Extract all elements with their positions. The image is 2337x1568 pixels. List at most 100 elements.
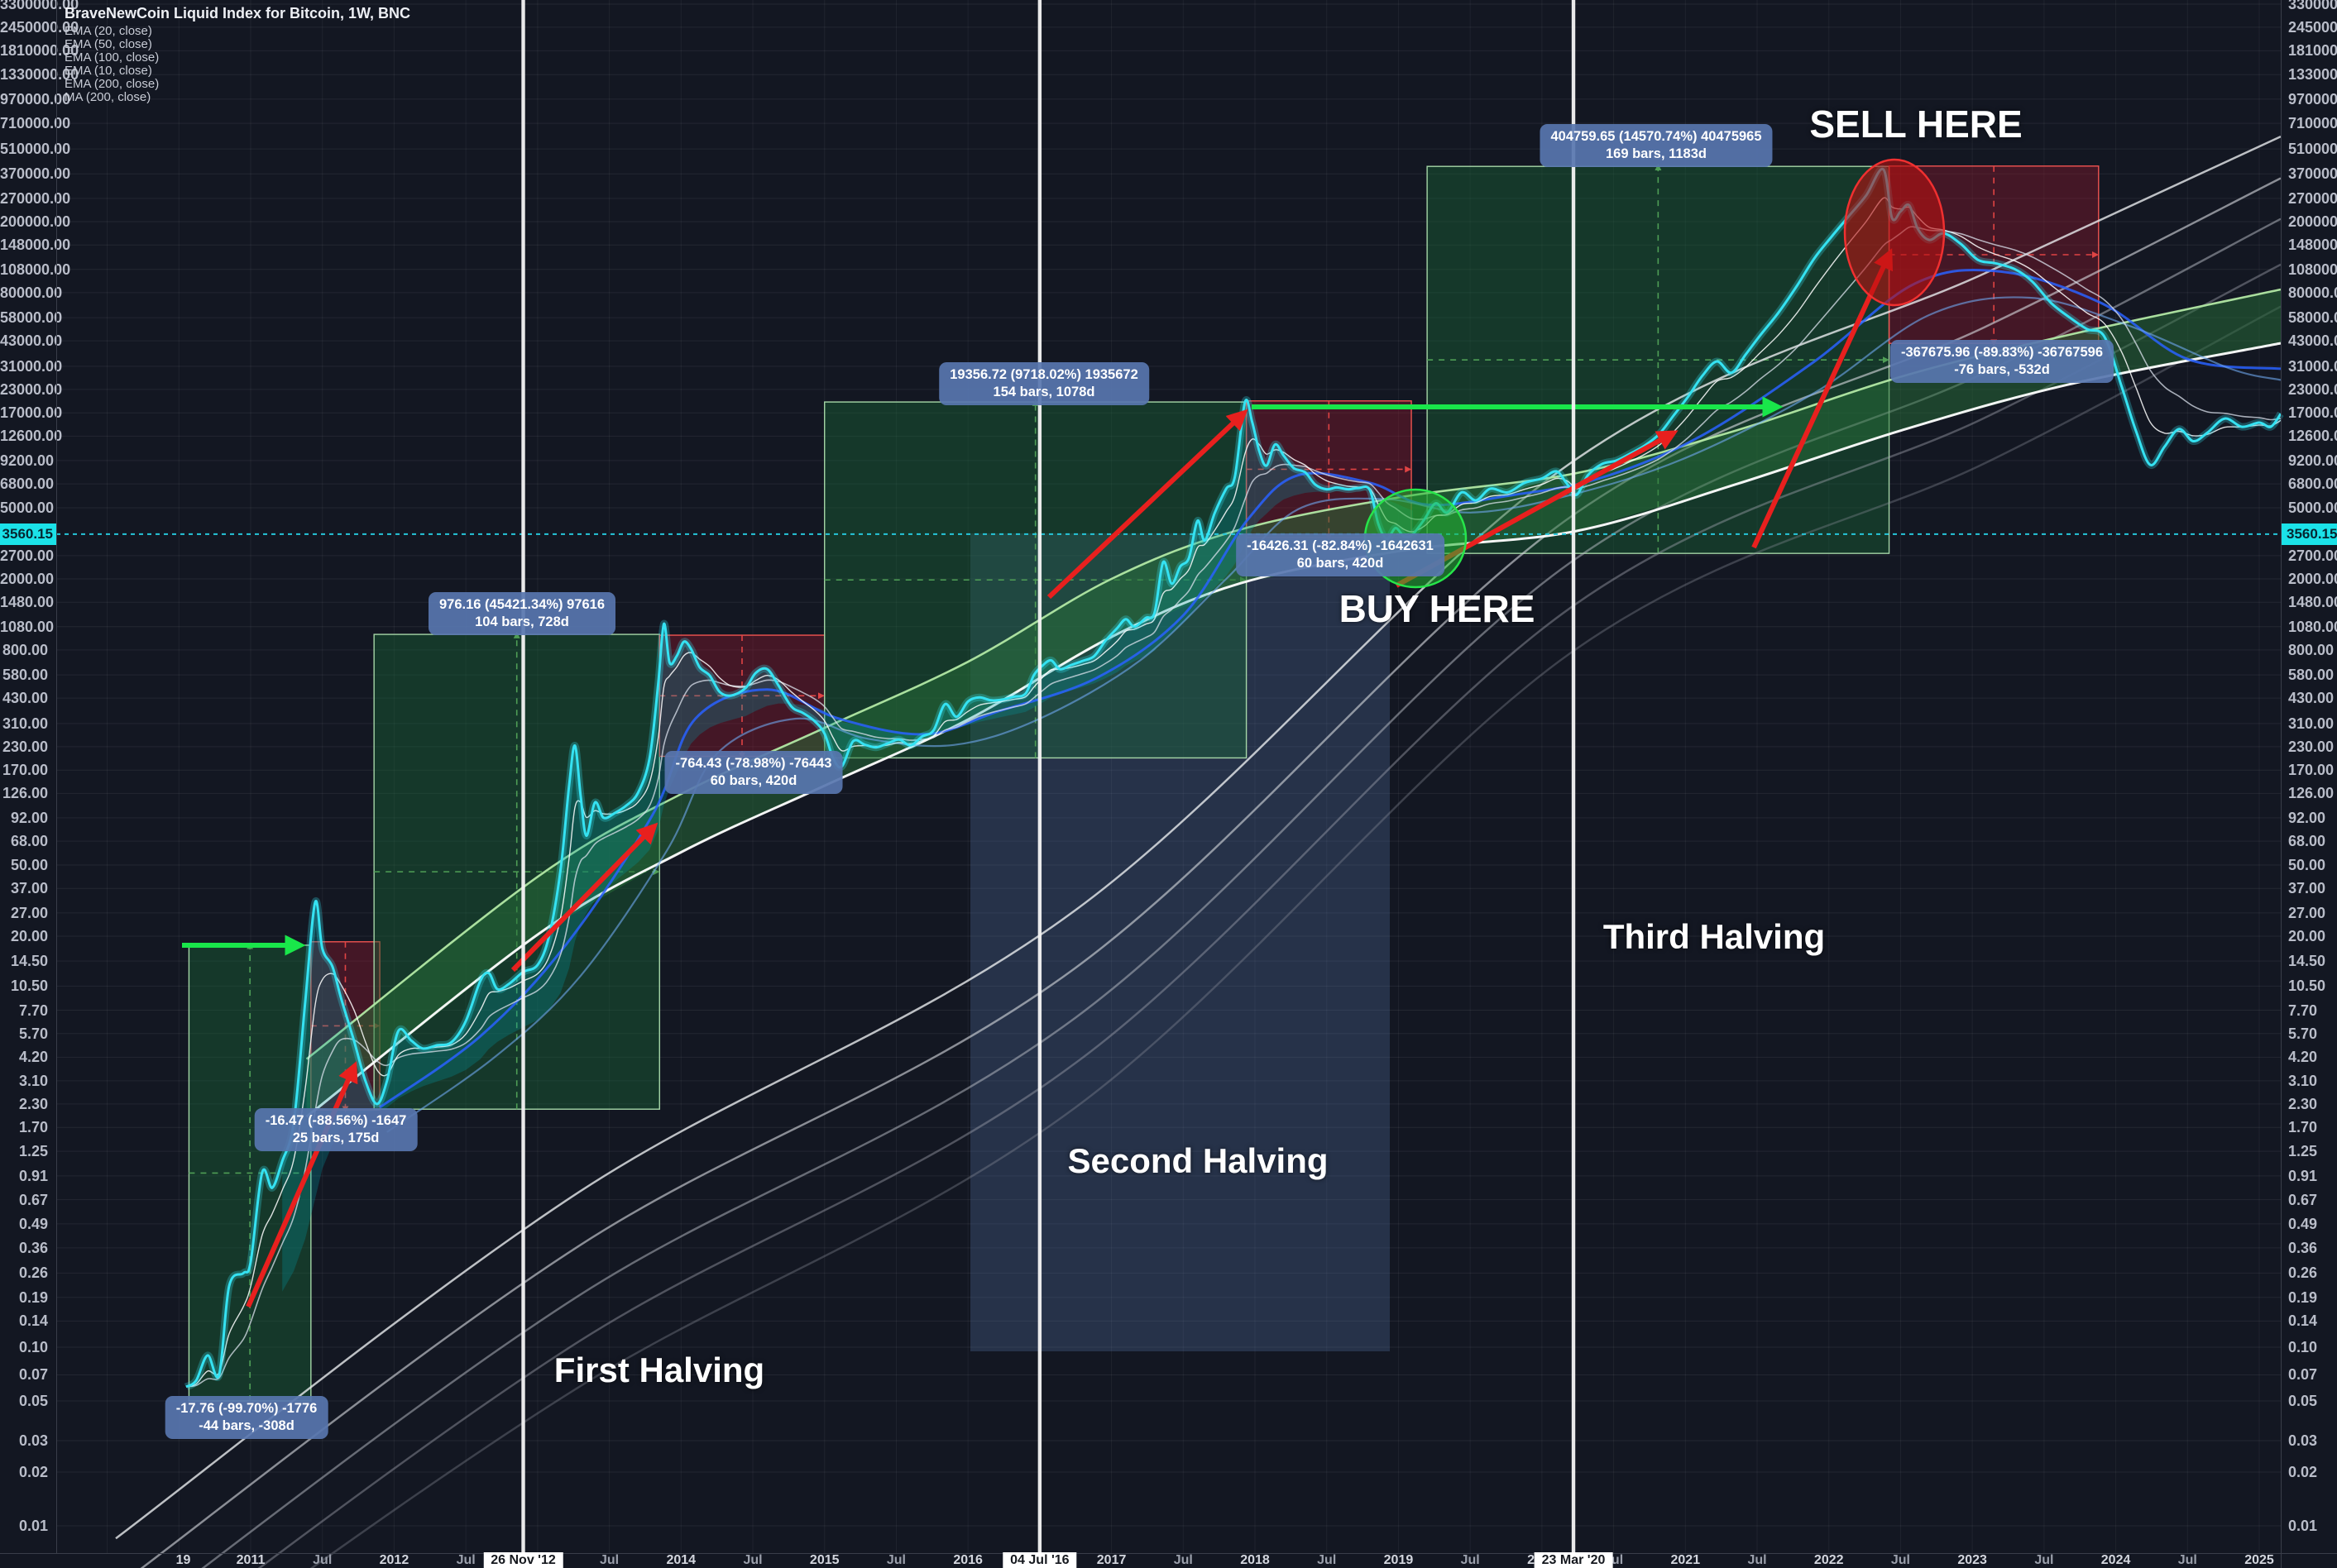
y-axis-label[interactable]: 370000.00: [0, 165, 71, 183]
y-axis-label[interactable]: 170.00: [2, 762, 48, 779]
y-axis-label[interactable]: 2000.00: [0, 570, 55, 587]
y-axis-label[interactable]: 37.00: [10, 880, 48, 897]
x-axis-label[interactable]: 2015: [809, 1553, 840, 1567]
y-axis-label[interactable]: 800.00: [2288, 641, 2335, 658]
y-axis-label[interactable]: 31000.00: [0, 357, 63, 375]
x-axis-label[interactable]: 2025: [2244, 1553, 2274, 1567]
y-axis-label[interactable]: 0.26: [18, 1264, 48, 1282]
measure-label[interactable]: -764.43 (-78.98%) -76443 60 bars, 420d: [664, 751, 843, 794]
y-axis-label[interactable]: 0.36: [2288, 1239, 2318, 1256]
x-axis-label[interactable]: Jul: [1747, 1553, 1767, 1567]
y-axis-label[interactable]: 170.00: [2288, 762, 2335, 779]
y-axis-label[interactable]: 710000.00: [0, 115, 71, 132]
y-axis-label[interactable]: 310.00: [2, 715, 48, 732]
y-axis-label[interactable]: 0.67: [2288, 1191, 2318, 1208]
y-axis-label[interactable]: 23000.00: [2288, 380, 2337, 398]
price-line[interactable]: [185, 167, 2282, 1389]
y-axis-label[interactable]: 27.00: [10, 904, 48, 921]
y-axis-label[interactable]: 0.05: [18, 1393, 48, 1410]
y-axis-label[interactable]: 0.01: [18, 1517, 48, 1534]
y-axis-label[interactable]: 10.50: [10, 978, 48, 995]
y-axis-label[interactable]: 14.50: [2288, 953, 2326, 970]
y-axis-label[interactable]: 80000.00: [0, 284, 63, 301]
x-axis-label[interactable]: Jul: [1317, 1553, 1337, 1567]
y-axis-label[interactable]: 14.50: [10, 953, 48, 970]
annotation-first-halving[interactable]: First Halving: [553, 1350, 765, 1389]
y-axis-label[interactable]: 4.20: [2288, 1049, 2318, 1066]
y-axis-label[interactable]: 68.00: [10, 833, 48, 850]
x-axis-label[interactable]: 2011: [236, 1553, 266, 1567]
y-axis-label[interactable]: 0.03: [18, 1432, 48, 1449]
y-axis-label[interactable]: 20.00: [2288, 927, 2326, 944]
y-axis-label[interactable]: 1080.00: [0, 618, 55, 635]
x-axis-label[interactable]: Jul: [1460, 1553, 1480, 1567]
y-axis-label[interactable]: 510000.00: [2288, 141, 2337, 158]
x-axis-label[interactable]: Jul: [2177, 1553, 2197, 1567]
indicator-legend-row[interactable]: MA (200, close): [65, 90, 151, 104]
y-axis-label[interactable]: 0.10: [2288, 1338, 2318, 1355]
y-axis-label[interactable]: 7.70: [2288, 1002, 2318, 1019]
y-axis-label[interactable]: 1330000.00: [0, 66, 79, 84]
measure-label[interactable]: -367675.96 (-89.83%) -36767596 -76 bars, …: [1889, 340, 2114, 383]
annotation-buy-here[interactable]: BUY HERE: [1339, 587, 1535, 630]
y-axis-label[interactable]: 580.00: [2288, 667, 2335, 684]
y-axis-label[interactable]: 3.10: [2288, 1072, 2318, 1089]
y-axis-label[interactable]: 0.02: [18, 1463, 48, 1480]
y-axis-label[interactable]: 1480.00: [0, 594, 55, 611]
y-axis-label[interactable]: 0.26: [2288, 1264, 2318, 1282]
y-axis-label[interactable]: 230.00: [2, 738, 48, 755]
y-axis-label[interactable]: 970000.00: [0, 90, 71, 108]
x-axis-label[interactable]: Jul: [313, 1553, 333, 1567]
trend-arrow-red[interactable]: [510, 822, 658, 973]
y-axis-label[interactable]: 430.00: [2288, 690, 2335, 707]
y-axis-label[interactable]: 0.05: [2288, 1393, 2318, 1410]
y-axis-label[interactable]: 80000.00: [2288, 284, 2337, 301]
y-axis-label[interactable]: 0.14: [18, 1312, 48, 1330]
x-axis-label[interactable]: Jul: [743, 1553, 763, 1567]
y-axis-label[interactable]: 710000.00: [2288, 115, 2337, 132]
x-axis-label[interactable]: Jul: [886, 1553, 906, 1567]
measure-label[interactable]: -17.76 (-99.70%) -1776 -44 bars, -308d: [165, 1396, 328, 1439]
y-axis-label[interactable]: 126.00: [2, 785, 48, 802]
y-axis-label[interactable]: 0.49: [2288, 1215, 2318, 1232]
y-axis-label[interactable]: 7.70: [18, 1002, 48, 1019]
y-axis-label[interactable]: 31000.00: [2288, 357, 2337, 375]
x-axis-label[interactable]: Jul: [1173, 1553, 1193, 1567]
y-axis-label[interactable]: 2450000.00: [0, 18, 79, 36]
indicator-legend-row[interactable]: EMA (100, close): [65, 50, 160, 65]
y-axis-label[interactable]: 148000.00: [0, 237, 71, 254]
y-axis-label[interactable]: 17000.00: [2288, 404, 2337, 422]
y-axis-label[interactable]: 37.00: [2288, 880, 2326, 897]
indicator-legend-row[interactable]: EMA (200, close): [65, 77, 160, 91]
indicator-legend-row[interactable]: EMA (50, close): [65, 37, 152, 51]
trend-arrow-red[interactable]: [246, 1061, 358, 1308]
measure-label[interactable]: 404759.65 (14570.74%) 40475965 169 bars, …: [1540, 124, 1773, 167]
annotation-third-halving[interactable]: Third Halving: [1602, 917, 1826, 956]
y-axis-label[interactable]: 200000.00: [2288, 213, 2337, 230]
y-axis-label[interactable]: 0.01: [2288, 1517, 2318, 1534]
y-axis-label[interactable]: 230.00: [2288, 738, 2335, 755]
x-axis-label[interactable]: 2024: [2100, 1553, 2131, 1567]
trend-arrow-red[interactable]: [1751, 248, 1894, 549]
x-axis-label[interactable]: Jul: [1890, 1553, 1910, 1567]
sell-circle[interactable]: [1843, 158, 1946, 307]
y-axis-label[interactable]: 0.10: [18, 1338, 48, 1355]
y-axis-label[interactable]: 126.00: [2288, 785, 2335, 802]
y-axis-label[interactable]: 0.19: [18, 1288, 48, 1306]
x-axis-label[interactable]: Jul: [2034, 1553, 2054, 1567]
y-axis-label[interactable]: 270000.00: [2288, 189, 2337, 207]
y-axis-label[interactable]: 68.00: [2288, 833, 2326, 850]
y-axis-label[interactable]: 12600.00: [2288, 428, 2337, 445]
y-axis-label[interactable]: 1.70: [18, 1119, 48, 1136]
y-axis-label[interactable]: 43000.00: [2288, 332, 2337, 350]
y-axis-label[interactable]: 4.20: [18, 1049, 48, 1066]
y-axis-label[interactable]: 5000.00: [2288, 500, 2337, 517]
y-axis-label[interactable]: 1330000.00: [2288, 66, 2337, 84]
y-axis-label[interactable]: 92.00: [2288, 809, 2326, 826]
y-axis-label[interactable]: 1.25: [18, 1143, 48, 1160]
y-axis-label[interactable]: 310.00: [2288, 715, 2335, 732]
y-axis-label[interactable]: 148000.00: [2288, 237, 2337, 254]
y-axis-label[interactable]: 200000.00: [0, 213, 71, 230]
y-axis-label[interactable]: 0.07: [2288, 1366, 2318, 1384]
